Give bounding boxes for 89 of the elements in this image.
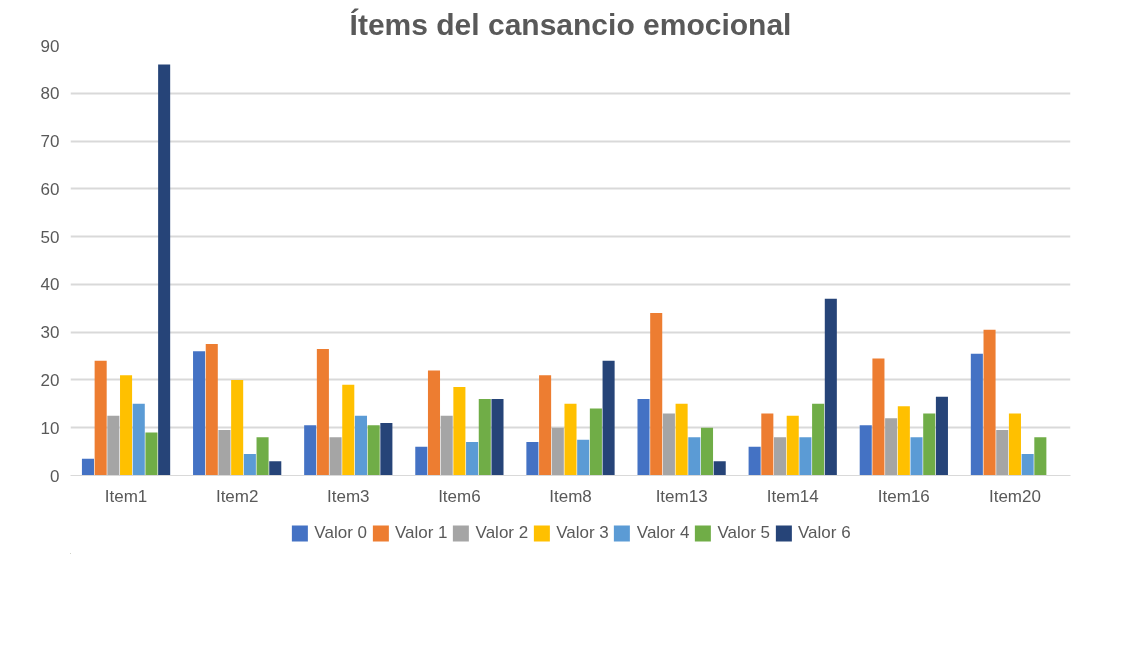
bar bbox=[564, 403, 577, 476]
legend-label: Valor 1 bbox=[394, 523, 448, 543]
y-tick-label: 10 bbox=[40, 418, 60, 438]
bar bbox=[205, 344, 218, 476]
bar bbox=[526, 442, 539, 476]
y-tick-label: 70 bbox=[40, 132, 60, 152]
bar bbox=[577, 439, 590, 476]
bar bbox=[799, 437, 812, 476]
bar bbox=[859, 425, 872, 476]
bar bbox=[453, 387, 466, 476]
bar bbox=[713, 461, 726, 476]
bar bbox=[824, 298, 837, 476]
bar bbox=[427, 370, 441, 476]
bar bbox=[602, 360, 615, 476]
bar bbox=[491, 399, 504, 476]
bar bbox=[380, 422, 393, 476]
bar bbox=[342, 384, 355, 476]
bar bbox=[367, 425, 380, 476]
x-tick-label: Item3 bbox=[327, 486, 370, 506]
bar bbox=[218, 430, 231, 476]
legend-label: Valor 4 bbox=[636, 523, 690, 543]
bar bbox=[773, 437, 787, 476]
x-tick-label: Item20 bbox=[988, 486, 1041, 506]
bar bbox=[996, 430, 1009, 476]
y-tick-label: 80 bbox=[40, 84, 60, 104]
bar bbox=[440, 415, 453, 476]
bar bbox=[304, 425, 317, 476]
bar bbox=[675, 403, 688, 476]
bar bbox=[478, 399, 491, 476]
bar bbox=[231, 379, 244, 476]
bar bbox=[107, 415, 120, 476]
bar bbox=[662, 413, 675, 476]
bar bbox=[551, 427, 564, 476]
bar bbox=[910, 437, 923, 476]
y-tick-label: 0 bbox=[50, 466, 60, 486]
legend-label: Valor 0 bbox=[314, 523, 367, 543]
y-tick-label: 60 bbox=[40, 179, 60, 199]
bar bbox=[415, 446, 428, 476]
x-tick-label: Item16 bbox=[877, 486, 930, 506]
bar bbox=[145, 432, 158, 476]
bar bbox=[269, 461, 282, 476]
y-tick-label: 40 bbox=[40, 275, 60, 295]
y-tick-label: 50 bbox=[40, 227, 60, 247]
bar bbox=[1034, 437, 1047, 476]
x-tick-label: Item1 bbox=[104, 486, 148, 506]
bar bbox=[700, 427, 714, 476]
bar bbox=[761, 413, 774, 476]
bar bbox=[923, 413, 936, 476]
x-tick-label: Item13 bbox=[655, 486, 708, 506]
bar bbox=[637, 399, 650, 476]
legend-label: Valor 2 bbox=[475, 523, 529, 543]
bar bbox=[748, 446, 761, 476]
bar bbox=[466, 442, 479, 476]
bar bbox=[885, 418, 898, 476]
x-tick-label: Item14 bbox=[766, 486, 819, 506]
bar bbox=[94, 360, 107, 476]
bar bbox=[158, 64, 171, 476]
x-tick-label: Item6 bbox=[438, 486, 481, 506]
bar bbox=[354, 415, 368, 476]
y-tick-label: 90 bbox=[40, 36, 60, 56]
bar bbox=[897, 406, 910, 476]
bar bbox=[872, 358, 885, 476]
legend-label: Valor 5 bbox=[717, 523, 771, 543]
bar bbox=[970, 353, 983, 476]
bar bbox=[329, 437, 342, 476]
x-tick-label: Item2 bbox=[215, 486, 259, 506]
x-tick-label: Item8 bbox=[549, 486, 592, 506]
bar bbox=[650, 313, 663, 476]
bar bbox=[1021, 454, 1034, 476]
bar bbox=[256, 437, 269, 476]
bar bbox=[935, 396, 948, 476]
legend-label: Valor 6 bbox=[798, 523, 851, 543]
bar bbox=[243, 454, 256, 476]
bar bbox=[132, 403, 145, 476]
bar bbox=[983, 329, 996, 476]
bar bbox=[1008, 413, 1021, 476]
bar bbox=[589, 408, 602, 476]
bar bbox=[786, 415, 799, 476]
bar bbox=[539, 375, 552, 476]
bar bbox=[120, 375, 133, 476]
bar bbox=[81, 458, 94, 476]
bar bbox=[688, 437, 701, 476]
legend-label: Valor 3 bbox=[556, 523, 609, 543]
y-tick-label: 30 bbox=[40, 323, 60, 343]
chart-title: Ítems del cansancio emocional bbox=[349, 7, 792, 41]
y-tick-label: 20 bbox=[40, 370, 60, 390]
bar bbox=[316, 348, 329, 476]
bar bbox=[193, 351, 206, 476]
bar bbox=[812, 403, 825, 476]
